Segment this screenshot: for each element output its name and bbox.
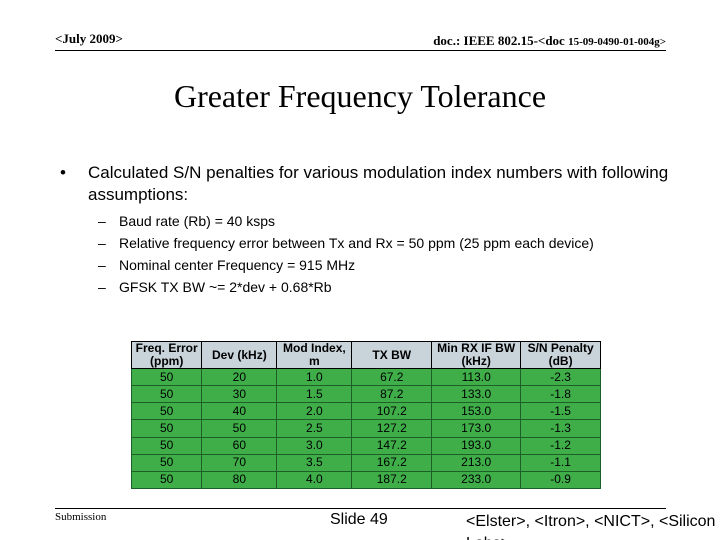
table-cell: 193.0 bbox=[431, 436, 522, 455]
table-cell: 3.0 bbox=[276, 436, 353, 455]
table-cell: 50 bbox=[130, 453, 203, 472]
table-header-row: Freq. Error (ppm) Dev (kHz) Mod Index, m… bbox=[130, 341, 601, 369]
bullet-text: Calculated S/N penalties for various mod… bbox=[88, 163, 669, 204]
table-row: 50 20 1.0 67.2 113.0 -2.3 bbox=[130, 367, 601, 387]
table-cell: 70 bbox=[201, 453, 278, 472]
doc-prefix: doc.: IEEE 802.15-<doc bbox=[433, 33, 565, 48]
table-cell: 2.0 bbox=[276, 402, 353, 421]
penalty-table-container: Freq. Error (ppm) Dev (kHz) Mod Index, m… bbox=[130, 341, 601, 490]
footer-divider bbox=[55, 508, 666, 509]
table-row: 50 70 3.5 167.2 213.0 -1.1 bbox=[130, 453, 601, 472]
table-cell: 127.2 bbox=[351, 419, 433, 438]
table-cell: 187.2 bbox=[351, 470, 433, 490]
table-cell: 50 bbox=[130, 470, 203, 490]
header-doc-id: doc.: IEEE 802.15-<doc 15-09-0490-01-004… bbox=[433, 33, 666, 49]
col-header-freq-error: Freq. Error (ppm) bbox=[130, 341, 203, 369]
table-cell: 1.0 bbox=[276, 367, 353, 387]
table-cell: 50 bbox=[130, 385, 203, 404]
table-cell: 67.2 bbox=[351, 367, 433, 387]
dash-icon: – bbox=[98, 279, 106, 295]
table-cell: 4.0 bbox=[276, 470, 353, 490]
doc-number: 15-09-0490-01-004g> bbox=[568, 36, 666, 48]
table-cell: 50 bbox=[201, 419, 278, 438]
footer-submission: Submission bbox=[55, 511, 107, 523]
slide-title: Greater Frequency Tolerance bbox=[173, 78, 547, 114]
table-cell: 40 bbox=[201, 402, 278, 421]
table-cell: 30 bbox=[201, 385, 278, 404]
table-cell: 1.5 bbox=[276, 385, 353, 404]
dash-icon: – bbox=[98, 257, 106, 273]
table-cell: 80 bbox=[201, 470, 278, 490]
list-item: – GFSK TX BW ~= 2*dev + 0.68*Rb bbox=[98, 278, 658, 297]
col-header-mod-index: Mod Index, m bbox=[276, 341, 353, 369]
table-cell: 87.2 bbox=[351, 385, 433, 404]
assumption-center-frequency: Nominal center Frequency = 915 MHz bbox=[119, 257, 356, 273]
col-header-dev: Dev (kHz) bbox=[201, 341, 278, 369]
table-cell: 173.0 bbox=[431, 419, 522, 438]
bullet-icon: • bbox=[60, 163, 66, 182]
main-bullet: • Calculated S/N penalties for various m… bbox=[60, 162, 670, 206]
header-date: <July 2009> bbox=[55, 31, 123, 46]
table-cell: 2.5 bbox=[276, 419, 353, 438]
table-cell: -1.1 bbox=[520, 453, 601, 472]
table-cell: 233.0 bbox=[431, 470, 522, 490]
col-header-tx-bw: TX BW bbox=[351, 341, 433, 369]
table-cell: 60 bbox=[201, 436, 278, 455]
table-cell: 3.5 bbox=[276, 453, 353, 472]
table-row: 50 80 4.0 187.2 233.0 -0.9 bbox=[130, 470, 601, 490]
table-cell: -2.3 bbox=[520, 367, 601, 387]
table-cell: 50 bbox=[130, 436, 203, 455]
assumptions-list: – Baud rate (Rb) = 40 ksps – Relative fr… bbox=[98, 212, 658, 300]
footer-authors: <Elster>, <Itron>, <NICT>, <Silicon Labs… bbox=[466, 513, 716, 540]
table-cell: 50 bbox=[130, 367, 203, 387]
table-cell: -1.3 bbox=[520, 419, 601, 438]
table-cell: 147.2 bbox=[351, 436, 433, 455]
table-cell: -1.5 bbox=[520, 402, 601, 421]
table-cell: 107.2 bbox=[351, 402, 433, 421]
list-item: – Baud rate (Rb) = 40 ksps bbox=[98, 212, 658, 231]
header-divider bbox=[55, 50, 666, 51]
table-cell: 113.0 bbox=[431, 367, 522, 387]
table-row: 50 50 2.5 127.2 173.0 -1.3 bbox=[130, 419, 601, 438]
assumption-frequency-error: Relative frequency error between Tx and … bbox=[119, 235, 594, 251]
table-cell: -0.9 bbox=[520, 470, 601, 490]
list-item: – Relative frequency error between Tx an… bbox=[98, 234, 658, 253]
table-cell: 153.0 bbox=[431, 402, 522, 421]
col-header-min-rx-if-bw: Min RX IF BW (kHz) bbox=[431, 341, 522, 369]
table-cell: 133.0 bbox=[431, 385, 522, 404]
slide-number: Slide 49 bbox=[330, 511, 388, 528]
table-cell: -1.8 bbox=[520, 385, 601, 404]
assumption-tx-bw: GFSK TX BW ~= 2*dev + 0.68*Rb bbox=[119, 279, 332, 295]
table-cell: 50 bbox=[130, 402, 203, 421]
table-row: 50 30 1.5 87.2 133.0 -1.8 bbox=[130, 385, 601, 404]
table-cell: 167.2 bbox=[351, 453, 433, 472]
table-cell: 213.0 bbox=[431, 453, 522, 472]
table-cell: 50 bbox=[130, 419, 203, 438]
table-row: 50 60 3.0 147.2 193.0 -1.2 bbox=[130, 436, 601, 455]
list-item: – Nominal center Frequency = 915 MHz bbox=[98, 256, 658, 275]
col-header-sn-penalty: S/N Penalty (dB) bbox=[520, 341, 601, 369]
table-cell: 20 bbox=[201, 367, 278, 387]
penalty-table: Freq. Error (ppm) Dev (kHz) Mod Index, m… bbox=[130, 341, 601, 490]
dash-icon: – bbox=[98, 235, 106, 251]
assumption-baud-rate: Baud rate (Rb) = 40 ksps bbox=[119, 213, 276, 229]
table-row: 50 40 2.0 107.2 153.0 -1.5 bbox=[130, 402, 601, 421]
table-cell: -1.2 bbox=[520, 436, 601, 455]
dash-icon: – bbox=[98, 213, 106, 229]
